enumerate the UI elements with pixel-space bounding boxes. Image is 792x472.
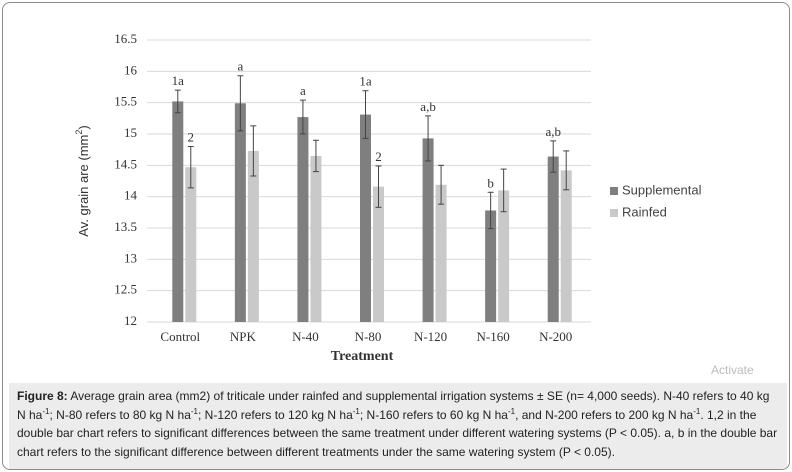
bar: [185, 167, 197, 322]
significance-letter: 2: [188, 130, 195, 145]
x-tick-label: NPK: [230, 329, 257, 344]
bar: [373, 186, 384, 322]
x-tick-label: N-120: [414, 329, 447, 344]
y-axis-title-part: Av. grain are (mm: [76, 135, 91, 237]
error-bar: [299, 99, 306, 135]
legend-label: Supplemental: [622, 182, 702, 197]
bar: [547, 156, 559, 322]
y-tick-label: 12.5: [114, 282, 137, 297]
legend-swatch: [610, 187, 618, 195]
significance-letter: a,b: [545, 124, 561, 139]
caption-text: , and N-200 refers to 200 kg N ha: [515, 407, 694, 422]
caption-text: Average grain area (mm2) of triticale un…: [17, 389, 770, 422]
error-bar: [250, 125, 257, 177]
error-bar: [312, 139, 319, 173]
error-bar: [375, 165, 382, 208]
bar: [560, 170, 572, 322]
y-tick-label: 12: [124, 313, 137, 328]
y-tick-label: 13.5: [114, 219, 137, 234]
bar: [435, 184, 447, 322]
bar: [498, 190, 510, 322]
significance-letter: 1a: [359, 74, 372, 89]
caption-text: Figure 8:: [17, 389, 68, 403]
significance-letter: 1a: [172, 73, 185, 88]
significance-letter: b: [487, 175, 494, 190]
significance-letter: 2: [375, 149, 382, 164]
watermark: Activate: [711, 363, 754, 377]
y-tick-label: 16.5: [114, 31, 137, 46]
caption-text: ; N-120 refers to 120 kg N ha: [198, 407, 353, 422]
error-bar: [362, 90, 369, 139]
caption-text: -1: [42, 406, 50, 416]
error-bar: [550, 140, 557, 173]
x-tick-label: N-160: [477, 329, 510, 344]
error-bar: [237, 75, 244, 132]
y-tick-label: 15.5: [114, 94, 137, 109]
significance-letter: a,b: [420, 99, 436, 114]
x-tick-label: N-40: [292, 329, 319, 344]
bar: [422, 138, 434, 322]
significance-letter: a: [300, 83, 306, 98]
x-axis-title: Treatment: [331, 349, 394, 364]
error-bar: [438, 164, 445, 205]
caption-text: -1: [507, 406, 516, 416]
legend-label: Rainfed: [622, 204, 667, 219]
caption-text: -1: [190, 406, 199, 416]
bar: [172, 101, 184, 322]
y-tick-label: 13: [124, 250, 137, 265]
caption: Figure 8: Average grain area (mm2) of tr…: [9, 383, 787, 469]
legend-swatch: [610, 209, 618, 217]
caption-text: -1: [693, 406, 701, 416]
y-tick-label: 15: [124, 125, 137, 140]
caption-text: ; N-160 refers to 60 kg N ha: [359, 407, 508, 422]
bar: [297, 117, 309, 322]
error-bar: [563, 150, 570, 191]
error-bar: [187, 146, 194, 189]
y-tick-label: 16: [124, 62, 138, 77]
x-tick-label: N-200: [539, 329, 572, 344]
bar: [247, 150, 259, 322]
bar: [485, 210, 497, 322]
caption-text: . 1,2 in the double bar chart refers to …: [17, 407, 778, 459]
bar: [310, 155, 322, 322]
y-axis-title-part: ): [76, 125, 91, 129]
y-axis-title-part: 2: [74, 130, 84, 135]
y-tick-label: 14.5: [114, 156, 137, 171]
bar: [234, 103, 246, 322]
y-axis-title: Av. grain are (mm2): [74, 125, 91, 236]
caption-text: -1: [352, 406, 360, 416]
bar: [360, 114, 371, 322]
error-bar: [487, 191, 494, 230]
error-bar: [500, 168, 507, 213]
error-bar: [425, 115, 432, 162]
y-tick-label: 14: [124, 188, 138, 203]
chart: Activate 12 12.5 13 13.5 14 14.5 15 15.5 16 16.5 C…: [74, 31, 754, 377]
x-tick-label: N-80: [355, 329, 382, 344]
caption-text: ; N-80 refers to 80 kg N ha: [49, 407, 191, 422]
significance-letter: a: [237, 59, 243, 74]
x-tick-label: Control: [160, 329, 200, 344]
error-bar: [174, 89, 181, 114]
